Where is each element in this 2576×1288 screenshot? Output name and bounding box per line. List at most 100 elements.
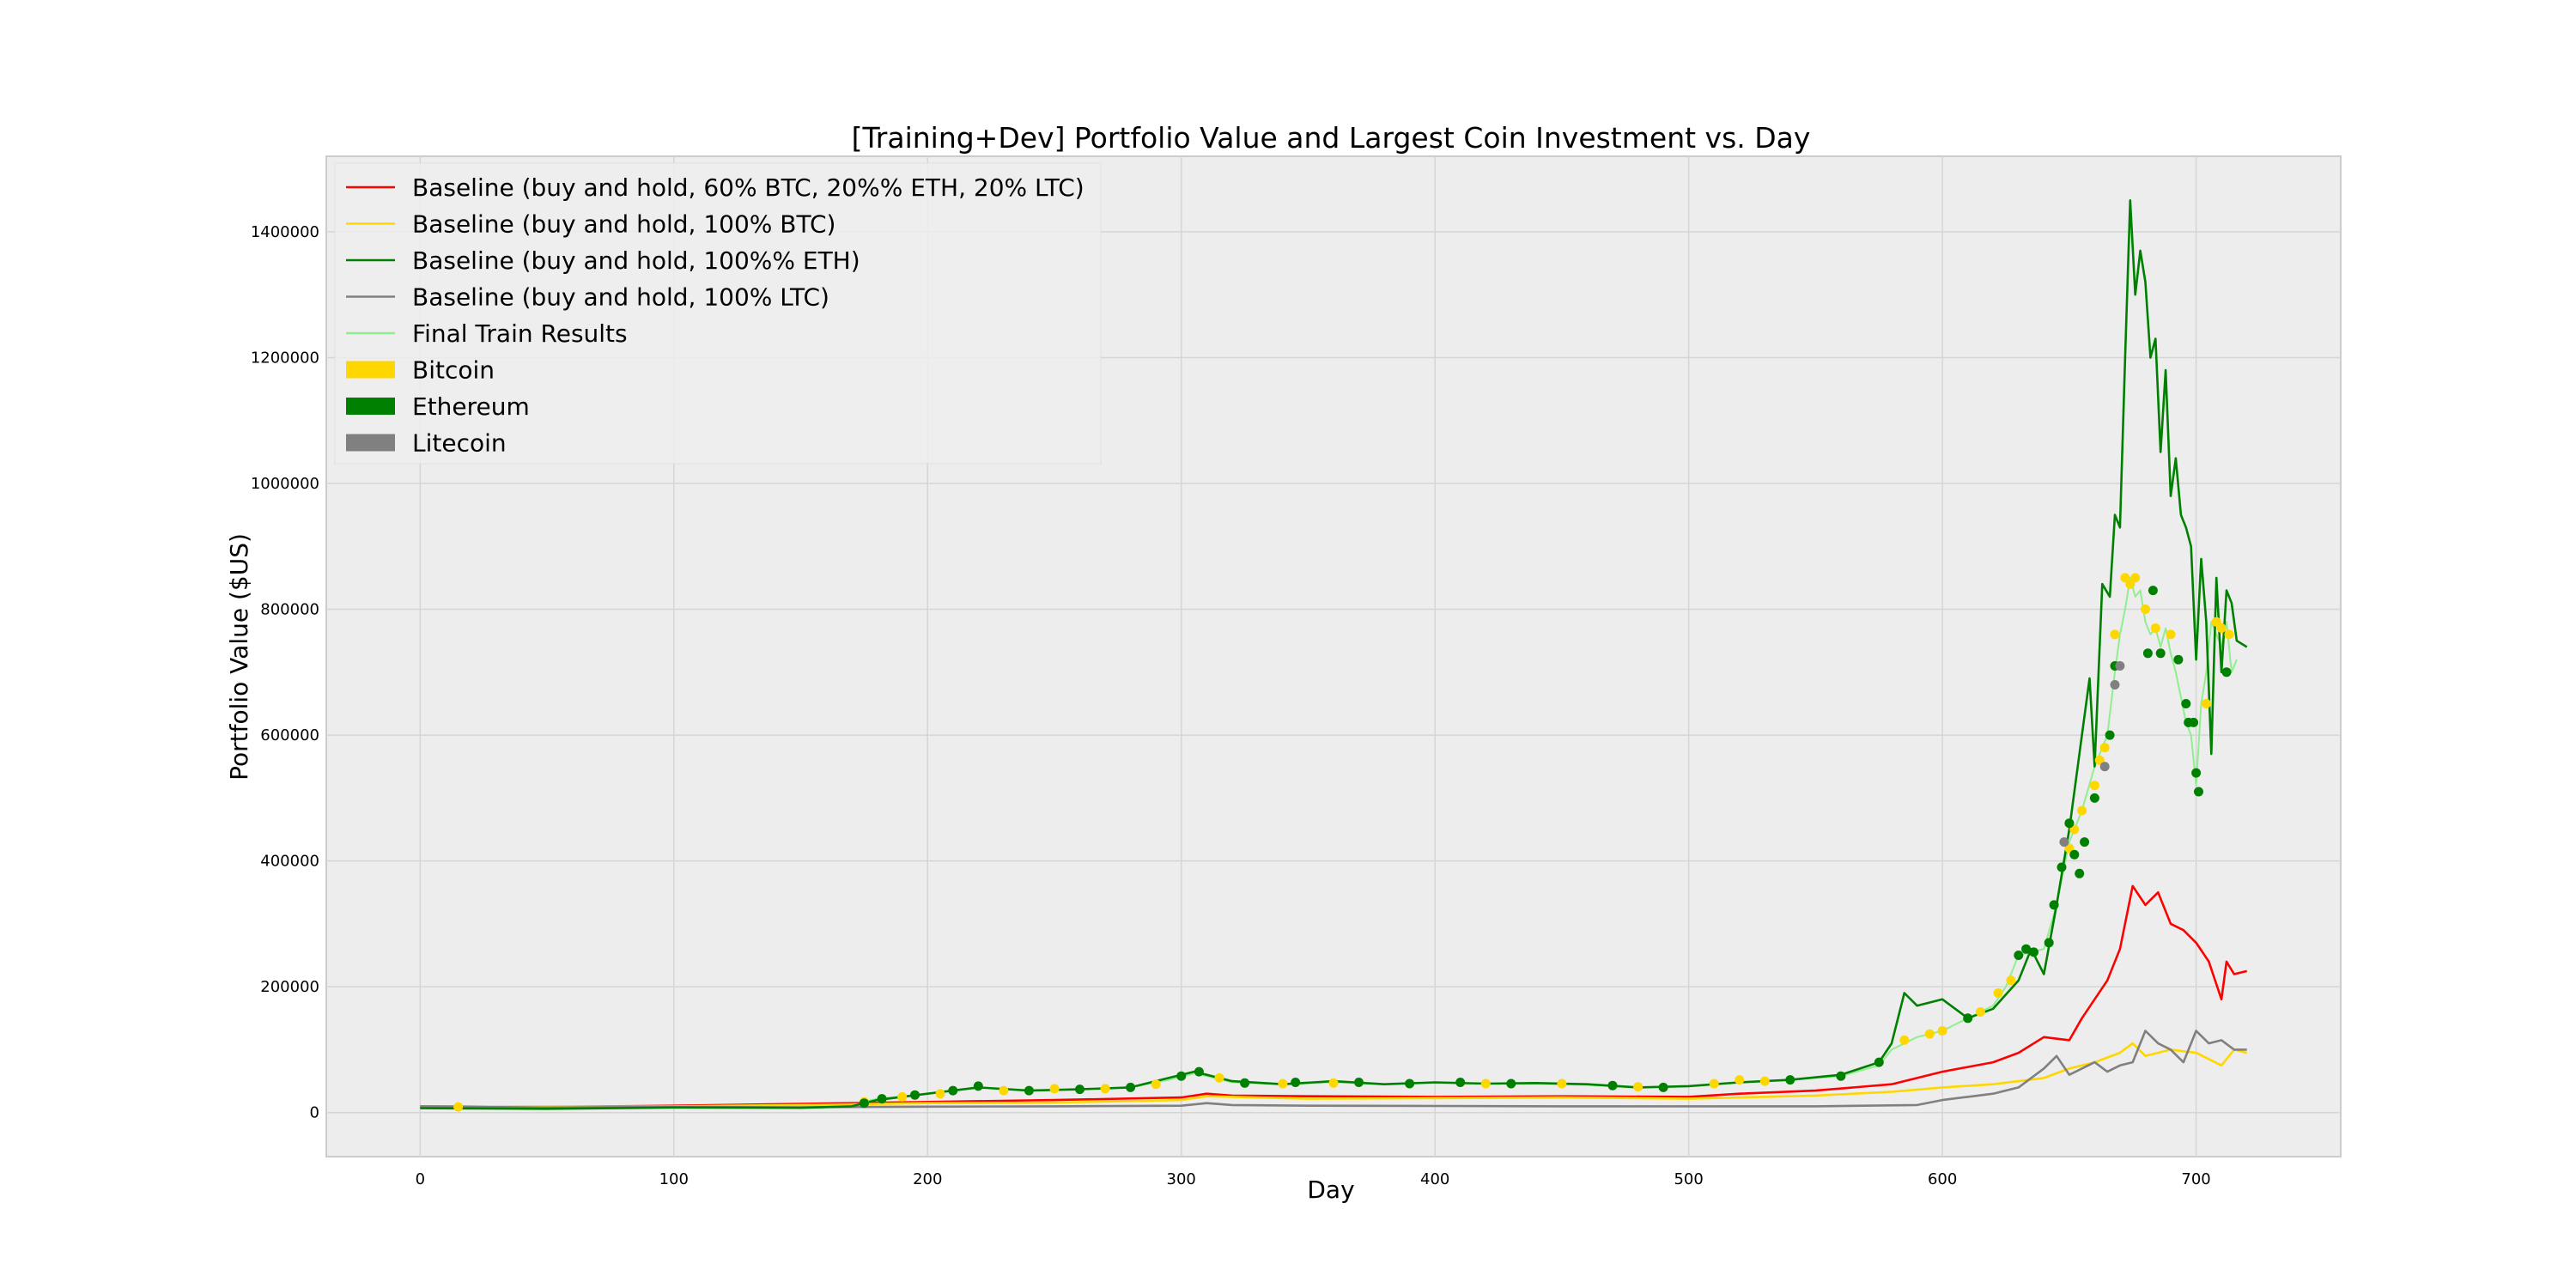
marker-bitcoin	[1924, 1029, 1935, 1039]
marker-ethereum	[859, 1098, 869, 1109]
marker-bitcoin	[2077, 805, 2087, 816]
marker-litecoin	[2099, 762, 2110, 772]
marker-ethereum	[2044, 938, 2054, 948]
legend-entry-label: Ethereum	[412, 392, 530, 421]
marker-ethereum	[2075, 868, 2085, 878]
marker-ethereum	[973, 1081, 983, 1091]
marker-bitcoin	[2099, 743, 2110, 753]
y-tick-label: 0	[310, 1104, 319, 1122]
legend-entry-label: Baseline (buy and hold, 100% BTC)	[412, 210, 835, 239]
series-line-0	[420, 884, 2248, 1109]
marker-ethereum	[1836, 1071, 1846, 1081]
marker-bitcoin	[2150, 623, 2160, 633]
marker-ethereum	[2105, 730, 2115, 740]
marker-ethereum	[1194, 1066, 1204, 1077]
legend-entry-label: Litecoin	[412, 429, 507, 458]
x-tick-label: 300	[1167, 1170, 1196, 1188]
marker-ethereum	[1658, 1082, 1668, 1092]
marker-litecoin	[2110, 680, 2120, 690]
marker-ethereum	[1075, 1084, 1084, 1095]
legend-patch-swatch	[346, 361, 395, 379]
marker-bitcoin	[1899, 1035, 1910, 1045]
marker-ethereum	[877, 1094, 887, 1104]
x-tick-label: 500	[1674, 1170, 1703, 1188]
legend-entry-label: Baseline (buy and hold, 100% LTC)	[412, 283, 829, 312]
marker-bitcoin	[1633, 1082, 1643, 1092]
x-tick-label: 100	[659, 1170, 689, 1188]
marker-bitcoin	[935, 1089, 945, 1099]
marker-ethereum	[1126, 1082, 1136, 1092]
marker-ethereum	[1785, 1075, 1795, 1085]
marker-bitcoin	[1937, 1026, 1947, 1036]
marker-bitcoin	[2125, 579, 2136, 589]
y-ticks: 0 200000 400000 600000 800000 1000000 1200000 1…	[251, 223, 319, 1122]
marker-bitcoin	[2166, 629, 2176, 640]
marker-ethereum	[1405, 1078, 1415, 1089]
legend-entry-label: Baseline (buy and hold, 60% BTC, 20%% ET…	[412, 173, 1084, 202]
marker-bitcoin	[2211, 617, 2221, 627]
legend-entry-label: Baseline (buy and hold, 100%% ETH)	[412, 246, 860, 275]
marker-bitcoin	[1709, 1078, 1719, 1089]
marker-bitcoin	[2130, 573, 2141, 583]
marker-bitcoin	[2216, 623, 2227, 633]
marker-bitcoin	[2141, 605, 2150, 614]
x-tick-label: 200	[913, 1170, 942, 1188]
marker-bitcoin	[2201, 699, 2211, 708]
y-tick-label: 400000	[260, 853, 319, 871]
marker-ethereum	[1607, 1080, 1618, 1091]
marker-bitcoin	[1993, 988, 2003, 998]
marker-bitcoin	[1328, 1078, 1339, 1088]
marker-ethereum	[2080, 837, 2090, 848]
marker-ethereum	[1455, 1078, 1466, 1087]
x-tick-label: 0	[416, 1170, 425, 1188]
marker-ethereum	[2029, 947, 2038, 957]
legend-box	[334, 162, 1102, 465]
marker-ethereum	[1291, 1078, 1301, 1087]
marker-ethereum	[2194, 787, 2203, 797]
series-line-1	[420, 1042, 2248, 1109]
marker-bitcoin	[2006, 975, 2016, 986]
marker-ethereum	[2069, 849, 2080, 860]
x-ticks: 0 100 200 300 400 500 600 700	[416, 1170, 2211, 1188]
marker-bitcoin	[2069, 824, 2080, 835]
y-tick-label: 1400000	[251, 223, 319, 241]
marker-bitcoin	[1557, 1078, 1567, 1089]
y-tick-label: 1000000	[251, 475, 319, 493]
marker-bitcoin	[2064, 843, 2075, 854]
marker-ethereum	[1963, 1013, 1973, 1024]
marker-ethereum	[2155, 648, 2166, 659]
legend-entry-label: Bitcoin	[412, 356, 495, 385]
legend-entry-label: Final Train Results	[412, 319, 628, 348]
marker-ethereum	[2173, 654, 2184, 665]
marker-ethereum	[2049, 900, 2059, 910]
marker-litecoin	[2059, 837, 2069, 848]
marker-ethereum	[1240, 1078, 1250, 1088]
y-tick-label: 600000	[260, 726, 319, 744]
marker-bitcoin	[1480, 1078, 1491, 1089]
x-tick-label: 600	[1928, 1170, 1957, 1188]
marker-ethereum	[1874, 1057, 1884, 1067]
marker-bitcoin	[1735, 1075, 1745, 1085]
y-tick-label: 200000	[260, 978, 319, 996]
legend-patch-swatch	[346, 434, 395, 452]
series-line-3	[420, 1030, 2247, 1109]
marker-ethereum	[1024, 1085, 1034, 1096]
marker-bitcoin	[1151, 1079, 1161, 1090]
marker-bitcoin	[2094, 755, 2105, 765]
marker-bitcoin	[2110, 629, 2120, 640]
marker-bitcoin	[1100, 1084, 1110, 1094]
marker-ethereum	[2014, 951, 2024, 960]
marker-bitcoin	[1278, 1078, 1288, 1089]
marker-ethereum	[1176, 1071, 1187, 1081]
marker-ethereum	[2142, 648, 2153, 659]
marker-ethereum	[2021, 944, 2032, 954]
series-line-2	[420, 199, 2248, 1110]
y-tick-label: 1200000	[251, 349, 319, 367]
marker-bitcoin	[453, 1102, 464, 1112]
marker-ethereum	[2148, 586, 2158, 596]
marker-ethereum	[2064, 818, 2075, 829]
x-tick-label: 400	[1420, 1170, 1449, 1188]
marker-bitcoin	[2120, 573, 2130, 583]
chart-title: [Training+Dev] Portfolio Value and Large…	[852, 121, 1811, 155]
